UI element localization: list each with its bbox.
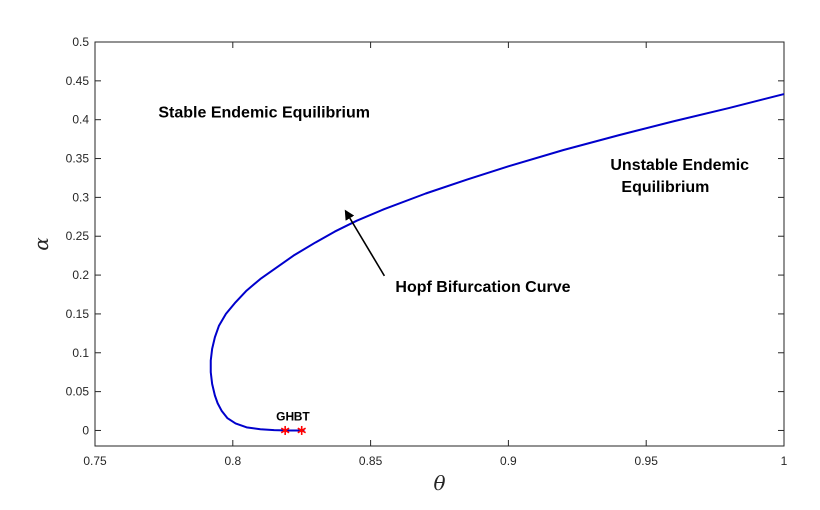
bifurcation-point-label: BT — [294, 409, 311, 423]
y-tick-label: 0.35 — [66, 152, 90, 166]
y-tick-label: 0.3 — [72, 190, 89, 204]
x-tick-label: 0.85 — [359, 454, 383, 468]
hopf-bifurcation-curve — [209, 93, 785, 432]
axes-box — [94, 41, 785, 447]
bifurcation-point-label: GH — [276, 409, 294, 423]
annotation-layer: GH BT Stable Endemic Equilibrium Unstable E… — [158, 104, 749, 435]
y-tick-label: 0.15 — [66, 307, 90, 321]
hopf-curve-label: Hopf Bifurcation Curve — [395, 279, 570, 296]
x-tick-label: 0.8 — [224, 454, 241, 468]
annotation-arrow — [344, 209, 386, 277]
x-tick-label: 1 — [781, 454, 788, 468]
plot-area — [95, 42, 784, 446]
y-tick-label: 0.45 — [66, 74, 90, 88]
y-tick-label: 0.05 — [66, 385, 90, 399]
y-tick-label: 0.1 — [72, 346, 89, 360]
unstable-region-label-line1: Unstable Endemic — [610, 157, 749, 174]
x-tick-label: 0.95 — [635, 454, 659, 468]
y-tick-label: 0.2 — [72, 268, 89, 282]
stable-region-label: Stable Endemic Equilibrium — [158, 104, 370, 121]
y-axis-label: α — [29, 237, 53, 251]
y-tick-label: 0.5 — [72, 35, 89, 49]
unstable-region-label-line2: Equilibrium — [621, 179, 709, 196]
series-layer — [209, 93, 785, 432]
bifurcation-point-gh — [280, 425, 290, 435]
y-tick-label: 0 — [82, 423, 89, 437]
x-tick-label: 0.9 — [500, 454, 517, 468]
bifurcation-point-bt — [297, 425, 307, 435]
x-tick-label: 0.75 — [83, 454, 107, 468]
axes: 0.75 0.8 0.85 0.9 0.95 1 0 0.05 0.1 0.15 0.2 0.25 0.… — [29, 35, 788, 495]
x-axis-label: θ — [433, 471, 445, 495]
y-tick-label: 0.25 — [66, 229, 90, 243]
y-tick-label: 0.4 — [72, 113, 89, 127]
